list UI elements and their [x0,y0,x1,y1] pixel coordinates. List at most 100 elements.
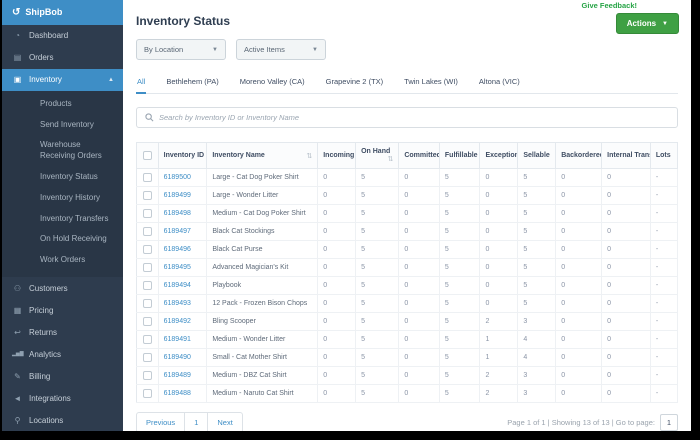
search-input[interactable] [159,113,669,122]
sidebar-item-integrations[interactable]: ◄Integrations [2,387,123,409]
sort-icon[interactable]: ⇅ [306,152,312,160]
value-cell-backordered: 0 [556,259,602,277]
value-cell-incoming: 0 [318,349,356,367]
table-body: 6189500Large - Cat Dog Poker Shirt050505… [137,169,678,403]
items-filter-value: Active Items [244,45,285,54]
inventory-id-link[interactable]: 6189491 [164,336,191,343]
value-cell-on-hand: 5 [356,295,399,313]
value-cell-internal-transfer: 0 [602,331,651,349]
row-checkbox[interactable] [143,353,152,362]
value-cell-lots: - [650,331,677,349]
sidebar-item-locations[interactable]: ⚲Locations [2,409,123,431]
row-checkbox[interactable] [143,227,152,236]
value-cell-exception: 2 [480,367,518,385]
column-header-backordered: Backordered [556,143,602,169]
inventory-id-link[interactable]: 6189499 [164,192,191,199]
row-checkbox[interactable] [143,209,152,218]
sidebar-subitem-work-orders[interactable]: Work Orders [2,250,123,271]
page-number-button[interactable]: 1 [184,412,208,431]
inventory-name-cell: 12 Pack - Frozen Bison Chops [207,295,318,313]
inventory-id-link[interactable]: 6189500 [164,174,191,181]
logo-bar[interactable]: ↺ ShipBob [2,0,123,25]
tab-twin-lakes-wi[interactable]: Twin Lakes (WI) [403,73,459,93]
value-cell-on-hand: 5 [356,169,399,187]
value-cell-sellable: 5 [518,169,556,187]
sidebar-subitem-warehouse-receiving-orders[interactable]: Warehouse Receiving Orders [2,135,123,167]
inventory-id-link[interactable]: 6189489 [164,372,191,379]
location-filter-dropdown[interactable]: By Location ▼ [136,39,226,60]
select-all-checkbox[interactable] [143,151,152,160]
tab-bethlehem-pa[interactable]: Bethlehem (PA) [165,73,219,93]
row-checkbox[interactable] [143,263,152,272]
billing-icon: ✎ [12,372,23,381]
value-cell-committed: 0 [399,331,440,349]
inventory-id-link[interactable]: 6189490 [164,354,191,361]
row-checkbox[interactable] [143,173,152,182]
tab-all[interactable]: All [136,73,146,94]
column-header-exception: Exception [480,143,518,169]
row-checkbox[interactable] [143,317,152,326]
table-row: 6189494Playbook05050500- [137,277,678,295]
row-checkbox[interactable] [143,389,152,398]
value-cell-exception: 0 [480,223,518,241]
row-checkbox[interactable] [143,245,152,254]
value-cell-backordered: 0 [556,241,602,259]
sidebar-item-label: Integrations [29,394,71,403]
goto-page-input[interactable] [660,414,678,431]
inventory-id-link[interactable]: 6189494 [164,282,191,289]
inventory-id-link[interactable]: 6189496 [164,246,191,253]
inventory-id-cell: 6189493 [158,295,207,313]
inventory-id-cell: 6189499 [158,187,207,205]
row-checkbox[interactable] [143,335,152,344]
value-cell-backordered: 0 [556,223,602,241]
sidebar-subitem-send-inventory[interactable]: Send Inventory [2,115,123,136]
value-cell-internal-transfer: 0 [602,295,651,313]
row-checkbox[interactable] [143,281,152,290]
inventory-id-link[interactable]: 6189492 [164,318,191,325]
locations-icon: ⚲ [12,416,23,425]
value-cell-on-hand: 5 [356,349,399,367]
inventory-id-link[interactable]: 6189493 [164,300,191,307]
sidebar-subitem-inventory-status[interactable]: Inventory Status [2,167,123,188]
row-checkbox[interactable] [143,299,152,308]
tab-moreno-valley-ca[interactable]: Moreno Valley (CA) [239,73,306,93]
row-checkbox[interactable] [143,191,152,200]
inventory-id-link[interactable]: 6189497 [164,228,191,235]
sort-icon[interactable]: ⇅ [387,155,393,163]
value-cell-fulfillable: 5 [439,313,480,331]
sidebar-item-dashboard[interactable]: ◔Dashboard [2,25,123,47]
value-cell-incoming: 0 [318,313,356,331]
sidebar-item-pricing[interactable]: ▦Pricing [2,299,123,321]
sidebar-item-inventory[interactable]: ▣Inventory▲ [2,69,123,91]
actions-button[interactable]: Actions ▼ [616,13,679,34]
tab-altona-vic[interactable]: Altona (VIC) [478,73,521,93]
tab-grapevine-2-tx[interactable]: Grapevine 2 (TX) [325,73,385,93]
sidebar-item-label: Billing [29,372,50,381]
sidebar-item-customers[interactable]: ⚇Customers [2,277,123,299]
search-icon [145,113,154,122]
row-checkbox[interactable] [143,371,152,380]
inventory-id-link[interactable]: 6189495 [164,264,191,271]
value-cell-lots: - [650,349,677,367]
give-feedback-link[interactable]: Give Feedback! [582,1,637,10]
value-cell-internal-transfer: 0 [602,367,651,385]
previous-page-button[interactable]: Previous [136,412,185,431]
sidebar-item-orders[interactable]: ▤Orders [2,47,123,69]
next-page-button[interactable]: Next [207,412,242,431]
sidebar-item-returns[interactable]: ↩Returns [2,321,123,343]
items-filter-dropdown[interactable]: Active Items ▼ [236,39,326,60]
inventory-id-link[interactable]: 6189488 [164,390,191,397]
value-cell-internal-transfer: 0 [602,277,651,295]
value-cell-internal-transfer: 0 [602,187,651,205]
sidebar-subitem-inventory-transfers[interactable]: Inventory Transfers [2,209,123,230]
inventory-id-cell: 6189491 [158,331,207,349]
value-cell-exception: 1 [480,331,518,349]
inventory-id-link[interactable]: 6189498 [164,210,191,217]
inventory-id-cell: 6189488 [158,385,207,403]
sidebar-subitem-products[interactable]: Products [2,94,123,115]
sidebar-item-analytics[interactable]: ▂▅▇Analytics [2,343,123,365]
sidebar-item-billing[interactable]: ✎ Billing [2,365,123,387]
inventory-name-cell: Advanced Magician's Kit [207,259,318,277]
sidebar-subitem-inventory-history[interactable]: Inventory History [2,188,123,209]
sidebar-subitem-on-hold-receiving[interactable]: On Hold Receiving [2,229,123,250]
